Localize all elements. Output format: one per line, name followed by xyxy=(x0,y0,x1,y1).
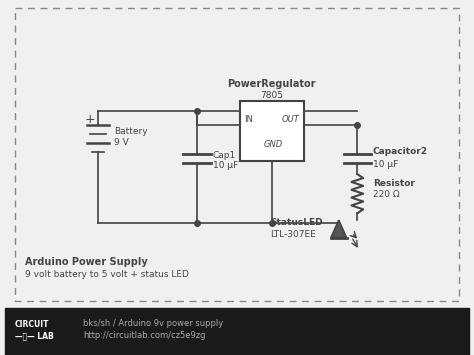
Text: StatusLED: StatusLED xyxy=(270,218,323,227)
Text: http://circuitlab.com/cz5e9zg: http://circuitlab.com/cz5e9zg xyxy=(83,331,206,340)
Bar xyxy=(5,308,469,355)
Text: Capacitor2: Capacitor2 xyxy=(373,147,428,156)
Text: +: + xyxy=(84,114,95,126)
Text: Resistor: Resistor xyxy=(373,179,415,188)
Text: GND: GND xyxy=(264,140,283,149)
Text: OUT: OUT xyxy=(282,115,300,125)
Text: bks/sh / Arduino 9v power supply: bks/sh / Arduino 9v power supply xyxy=(83,319,224,328)
Text: Cap1: Cap1 xyxy=(212,151,236,160)
Text: 9 V: 9 V xyxy=(114,138,128,147)
Polygon shape xyxy=(331,220,346,238)
Text: —⦿— LAB: —⦿— LAB xyxy=(15,332,54,341)
Text: CIRCUIT: CIRCUIT xyxy=(15,320,49,329)
Text: 9 volt battery to 5 volt + status LED: 9 volt battery to 5 volt + status LED xyxy=(25,270,189,279)
Text: Battery: Battery xyxy=(114,127,147,136)
Text: 220 Ω: 220 Ω xyxy=(373,190,400,199)
Bar xyxy=(240,101,303,162)
Text: 10 μF: 10 μF xyxy=(212,162,238,170)
Bar xyxy=(15,8,459,301)
Text: LTL-307EE: LTL-307EE xyxy=(270,230,316,239)
Text: PowerRegulator: PowerRegulator xyxy=(228,79,316,89)
Text: IN: IN xyxy=(244,115,253,125)
Text: Arduino Power Supply: Arduino Power Supply xyxy=(25,257,147,267)
Text: 10 μF: 10 μF xyxy=(373,160,398,169)
Text: 7805: 7805 xyxy=(260,91,283,100)
